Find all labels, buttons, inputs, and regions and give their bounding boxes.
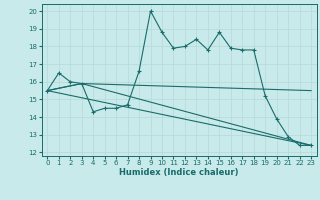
X-axis label: Humidex (Indice chaleur): Humidex (Indice chaleur) [119, 168, 239, 177]
